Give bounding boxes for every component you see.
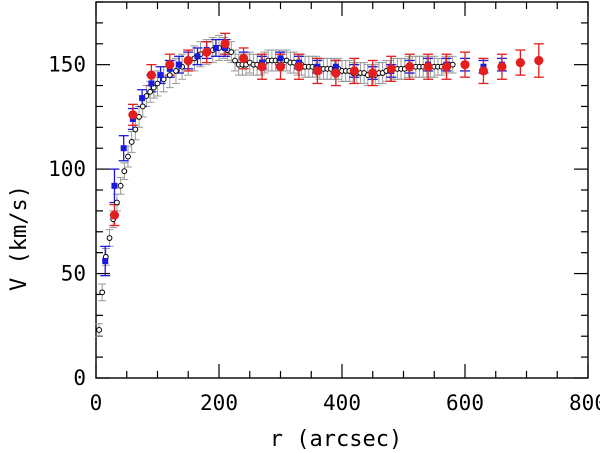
blue-square-point xyxy=(176,61,183,68)
blue-square-point xyxy=(332,63,339,70)
y-tick-label: 100 xyxy=(48,157,86,181)
red-circle-point xyxy=(257,62,267,72)
red-circle-point xyxy=(183,55,193,66)
open-circle-point xyxy=(99,289,106,296)
x-tick-label: 200 xyxy=(200,391,238,415)
red-circle-point xyxy=(331,68,341,78)
red-circle-point xyxy=(441,62,452,72)
data-markers xyxy=(96,39,544,333)
axis-ticks xyxy=(95,1,589,379)
red-circle-point xyxy=(165,60,175,70)
open-circle-point xyxy=(166,72,173,79)
blue-square-point xyxy=(139,95,146,102)
red-circle-point xyxy=(239,53,249,64)
red-circle-point xyxy=(220,39,230,49)
open-circle-point xyxy=(125,153,131,160)
blue-square-point xyxy=(194,53,201,60)
open-circle-point xyxy=(139,103,146,110)
red-circle-point xyxy=(515,57,525,68)
open-circle-point xyxy=(128,139,135,145)
blue-square-point xyxy=(212,44,219,51)
open-circle-point xyxy=(121,168,128,175)
open-circle-point xyxy=(96,327,102,333)
y-axis-title: V (km/s) xyxy=(7,185,32,291)
open-circle-point xyxy=(173,68,179,74)
red-circle-point xyxy=(423,62,433,72)
error-bars xyxy=(95,32,544,337)
red-circle-point xyxy=(294,62,304,72)
open-circle-point xyxy=(132,126,139,133)
red-circle-point xyxy=(349,66,359,76)
red-circle-point xyxy=(128,110,138,120)
red-circle-point xyxy=(460,60,470,70)
open-circle-point xyxy=(147,88,154,95)
red-circle-point xyxy=(368,68,378,78)
x-axis-title: r (arcsec) xyxy=(270,427,402,452)
open-circle-point xyxy=(232,57,238,64)
y-tick-label: 150 xyxy=(48,53,86,77)
red-circle-point xyxy=(275,62,286,72)
red-circle-point xyxy=(146,70,156,80)
red-circle-point xyxy=(386,64,396,74)
axis-tick-labels: 0 200 400 600 800 0 50 100 150 xyxy=(48,53,600,415)
x-tick-label: 0 xyxy=(90,391,103,415)
blue-square-point xyxy=(102,258,109,265)
x-tick-label: 800 xyxy=(569,391,600,415)
open-circle-point xyxy=(114,199,120,206)
open-circle-point xyxy=(117,182,124,189)
blue-square-point xyxy=(120,145,127,152)
y-tick-label: 50 xyxy=(61,262,86,286)
red-circle-point xyxy=(478,66,489,76)
open-circle-point xyxy=(106,235,113,241)
y-tick-label: 0 xyxy=(73,366,86,390)
blue-square-point xyxy=(111,182,118,189)
x-tick-label: 400 xyxy=(323,391,361,415)
red-circle-point xyxy=(312,66,322,76)
x-tick-label: 600 xyxy=(446,391,484,415)
red-circle-point xyxy=(497,62,507,72)
blue-square-point xyxy=(277,55,284,62)
red-circle-point xyxy=(534,55,544,66)
red-circle-point xyxy=(202,47,212,57)
blue-square-point xyxy=(157,72,164,79)
open-circle-point xyxy=(154,80,161,87)
open-circle-point xyxy=(228,49,235,56)
red-circle-point xyxy=(405,62,415,72)
red-circle-point xyxy=(109,210,120,220)
blue-square-point xyxy=(148,80,155,87)
